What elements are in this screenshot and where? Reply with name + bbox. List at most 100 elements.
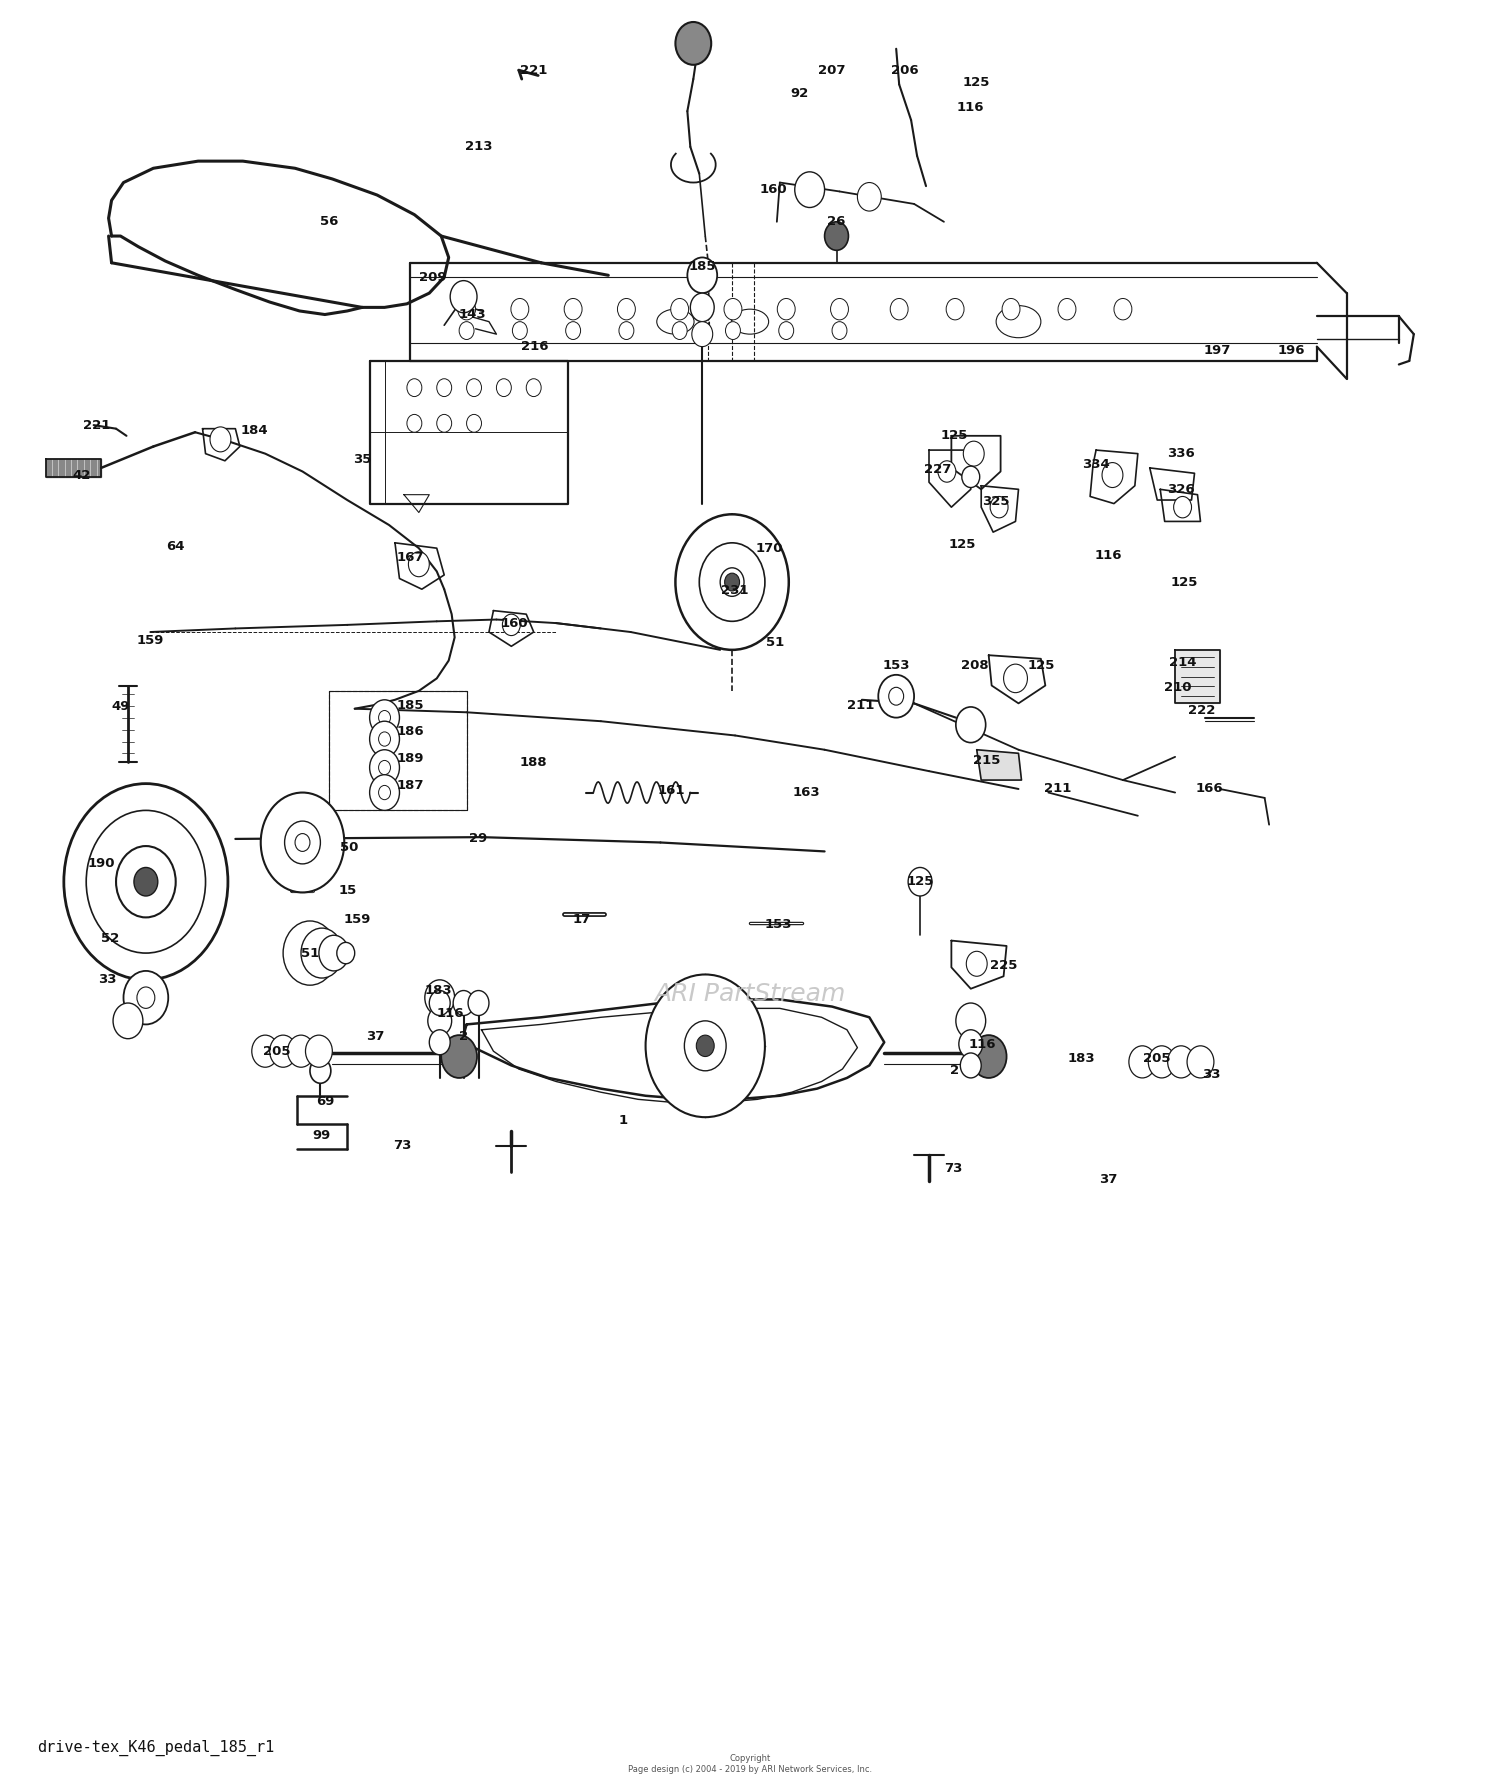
Text: 188: 188 bbox=[520, 756, 548, 769]
Circle shape bbox=[687, 258, 717, 294]
Circle shape bbox=[512, 299, 530, 321]
Circle shape bbox=[310, 1059, 332, 1084]
Circle shape bbox=[938, 461, 956, 482]
Text: 215: 215 bbox=[974, 754, 1000, 767]
Circle shape bbox=[285, 821, 321, 864]
Circle shape bbox=[369, 701, 399, 735]
Polygon shape bbox=[46, 459, 100, 477]
Text: 197: 197 bbox=[1203, 344, 1230, 357]
Text: 51: 51 bbox=[302, 946, 320, 959]
Text: 210: 210 bbox=[1164, 681, 1192, 694]
Circle shape bbox=[436, 414, 451, 432]
Circle shape bbox=[429, 1030, 450, 1055]
Text: 37: 37 bbox=[366, 1030, 386, 1043]
Circle shape bbox=[378, 760, 390, 774]
Circle shape bbox=[1102, 462, 1124, 487]
Text: 161: 161 bbox=[657, 785, 684, 797]
Circle shape bbox=[1058, 299, 1076, 321]
Circle shape bbox=[459, 321, 474, 339]
Circle shape bbox=[675, 22, 711, 65]
Text: 73: 73 bbox=[393, 1140, 411, 1152]
Circle shape bbox=[825, 222, 849, 251]
Circle shape bbox=[692, 321, 712, 346]
Text: 49: 49 bbox=[111, 701, 129, 713]
Text: 29: 29 bbox=[470, 833, 488, 846]
Text: 185: 185 bbox=[396, 699, 423, 711]
Circle shape bbox=[1149, 1047, 1174, 1079]
Circle shape bbox=[261, 792, 345, 892]
Circle shape bbox=[116, 846, 176, 918]
Text: 64: 64 bbox=[166, 539, 184, 554]
Circle shape bbox=[441, 1036, 477, 1079]
Circle shape bbox=[288, 1036, 315, 1068]
Circle shape bbox=[136, 987, 154, 1009]
Circle shape bbox=[724, 299, 742, 321]
Text: 163: 163 bbox=[794, 787, 820, 799]
Text: 125: 125 bbox=[948, 538, 975, 552]
Text: 73: 73 bbox=[944, 1163, 962, 1176]
Text: 159: 159 bbox=[136, 634, 164, 647]
Circle shape bbox=[831, 299, 849, 321]
Text: 185: 185 bbox=[688, 260, 715, 272]
Circle shape bbox=[406, 378, 422, 396]
Circle shape bbox=[408, 552, 429, 577]
Circle shape bbox=[378, 731, 390, 745]
Circle shape bbox=[620, 321, 634, 339]
Circle shape bbox=[496, 378, 512, 396]
Circle shape bbox=[908, 867, 932, 896]
Text: 125: 125 bbox=[963, 75, 990, 90]
Text: 190: 190 bbox=[87, 857, 116, 871]
Circle shape bbox=[210, 426, 231, 452]
Text: 33: 33 bbox=[1202, 1068, 1219, 1081]
Circle shape bbox=[252, 1036, 279, 1068]
Circle shape bbox=[406, 414, 422, 432]
Text: 153: 153 bbox=[765, 918, 792, 932]
Circle shape bbox=[320, 935, 348, 971]
Text: 186: 186 bbox=[396, 726, 423, 738]
Text: 189: 189 bbox=[396, 753, 423, 765]
Text: 1: 1 bbox=[618, 1115, 628, 1127]
Circle shape bbox=[645, 975, 765, 1116]
Circle shape bbox=[777, 299, 795, 321]
Circle shape bbox=[427, 1007, 451, 1036]
Text: 196: 196 bbox=[1278, 344, 1305, 357]
Text: 51: 51 bbox=[766, 636, 784, 649]
Circle shape bbox=[378, 785, 390, 799]
Text: 214: 214 bbox=[1168, 656, 1197, 668]
Text: 116: 116 bbox=[1094, 548, 1122, 563]
Circle shape bbox=[990, 496, 1008, 518]
Circle shape bbox=[338, 943, 354, 964]
Text: 2: 2 bbox=[459, 1030, 468, 1043]
Text: 35: 35 bbox=[352, 453, 372, 466]
Circle shape bbox=[690, 294, 714, 321]
Text: 143: 143 bbox=[459, 308, 486, 321]
Circle shape bbox=[86, 810, 206, 953]
Circle shape bbox=[684, 1021, 726, 1072]
Text: 211: 211 bbox=[1044, 783, 1071, 796]
Circle shape bbox=[429, 991, 450, 1016]
Circle shape bbox=[1004, 665, 1028, 694]
Circle shape bbox=[956, 706, 986, 742]
Text: 160: 160 bbox=[760, 183, 788, 195]
Text: ARI PartStream: ARI PartStream bbox=[654, 982, 846, 1005]
Circle shape bbox=[795, 172, 825, 208]
Circle shape bbox=[962, 466, 980, 487]
Text: 216: 216 bbox=[522, 340, 549, 353]
Circle shape bbox=[468, 991, 489, 1016]
Circle shape bbox=[970, 1036, 1006, 1079]
Circle shape bbox=[378, 710, 390, 724]
Text: 184: 184 bbox=[242, 425, 268, 437]
Circle shape bbox=[436, 378, 451, 396]
Text: 125: 125 bbox=[1028, 659, 1054, 672]
Circle shape bbox=[466, 414, 482, 432]
Text: 159: 159 bbox=[344, 912, 372, 926]
Circle shape bbox=[503, 615, 520, 636]
Circle shape bbox=[858, 183, 882, 211]
Circle shape bbox=[724, 573, 740, 591]
Circle shape bbox=[946, 299, 964, 321]
Circle shape bbox=[960, 1054, 981, 1079]
Text: drive-tex_K46_pedal_185_r1: drive-tex_K46_pedal_185_r1 bbox=[38, 1740, 274, 1756]
Circle shape bbox=[112, 1004, 142, 1039]
Circle shape bbox=[302, 928, 344, 978]
Circle shape bbox=[513, 321, 528, 339]
